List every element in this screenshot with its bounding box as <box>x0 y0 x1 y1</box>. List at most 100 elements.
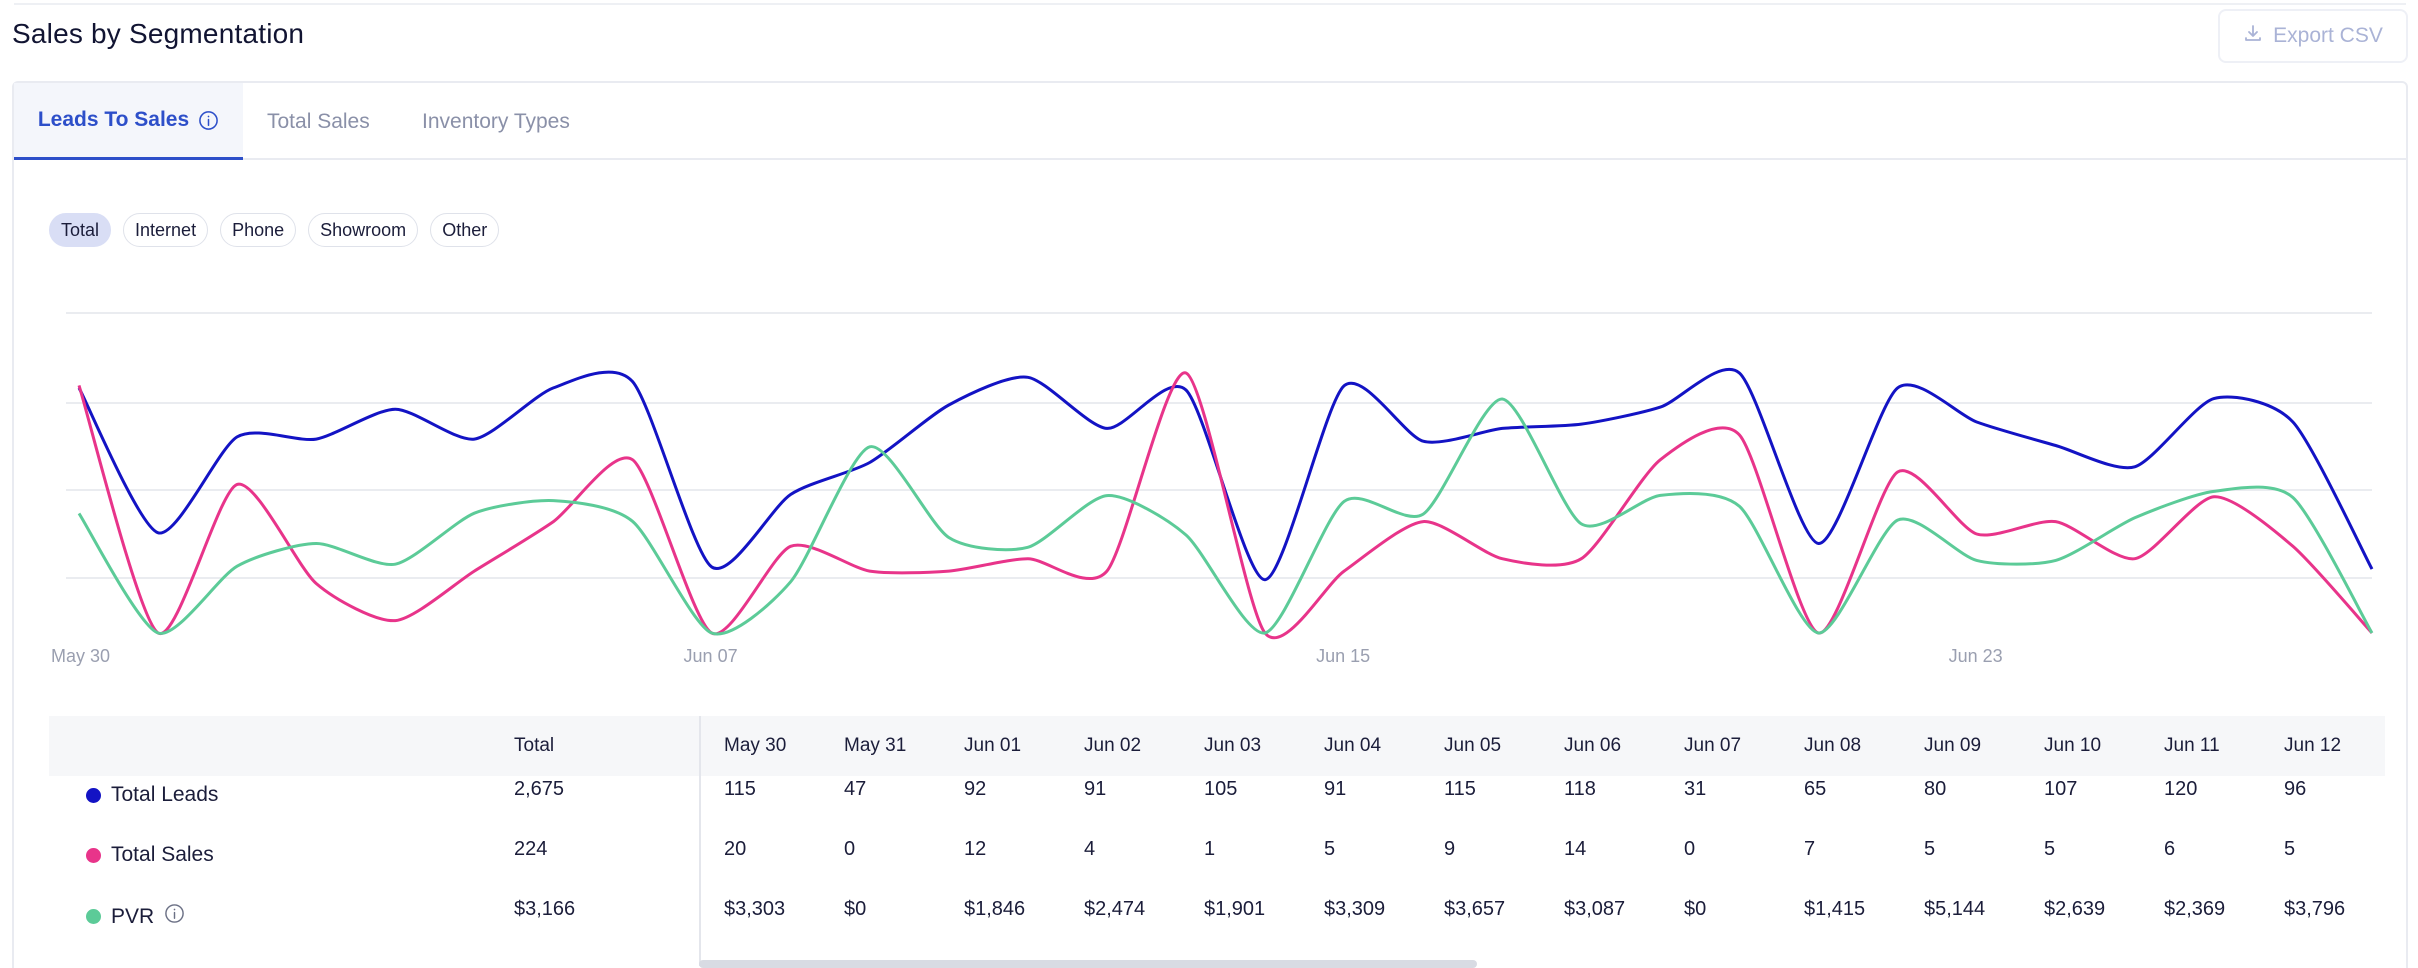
table-cell: $3,087 <box>1564 898 1626 920</box>
table-cell: 4 <box>1084 838 1096 860</box>
row-label-text: Total Leads <box>111 783 219 806</box>
table-cell: $2,639 <box>2044 898 2106 920</box>
table-cell: 1 <box>1204 838 1216 860</box>
top-divider <box>14 0 2406 5</box>
segmentation-card: Leads To Sales Total Sales Inventory Typ… <box>12 81 2408 968</box>
page-title: Sales by Segmentation <box>12 18 305 49</box>
table-cell: 0 <box>844 838 856 860</box>
table-cell: $2,369 <box>2164 898 2226 920</box>
tab-leads-to-sales[interactable]: Leads To Sales <box>14 83 243 160</box>
table-cell: $1,415 <box>1804 898 1866 920</box>
x-tick-label: May 30 <box>51 646 110 666</box>
chip-internet[interactable]: Internet <box>123 213 209 247</box>
table-cell: 91 <box>1084 778 1107 800</box>
table-cell: $0 <box>1684 898 1707 920</box>
series-line-total-leads[interactable] <box>77 367 2374 582</box>
tab-label: Total Sales <box>267 109 370 133</box>
table-cell: $3,166 <box>514 898 576 920</box>
table-cell: 0 <box>1684 838 1696 860</box>
table-column-header: Jun 03 <box>1204 735 1262 756</box>
info-icon[interactable] <box>164 903 185 930</box>
table-column-header: Total <box>514 735 555 756</box>
table-cell: $3,303 <box>724 898 786 920</box>
series-line-pvr[interactable] <box>77 397 2374 636</box>
tab-label: Inventory Types <box>422 109 570 133</box>
table-column-header: Jun 08 <box>1804 735 1862 756</box>
tab-total-sales[interactable]: Total Sales <box>267 83 370 160</box>
table-cell: 80 <box>1924 778 1947 800</box>
tab-label: Leads To Sales <box>37 108 190 131</box>
x-tick-label: Jun 07 <box>684 646 738 666</box>
export-csv-label: Export CSV <box>2273 24 2383 47</box>
tab-inventory-types[interactable]: Inventory Types <box>422 83 570 160</box>
table-cell: 6 <box>2164 838 2176 860</box>
table-cell: $3,657 <box>1444 898 1506 920</box>
table-cell: 5 <box>2284 838 2296 860</box>
table-column-header: Jun 09 <box>1924 735 1982 756</box>
table-cell: 2,675 <box>514 778 565 800</box>
table-cell: 12 <box>964 838 987 860</box>
legend-dot <box>86 787 101 803</box>
table-column-header: Jun 12 <box>2284 735 2342 756</box>
leads-sales-line-chart: May 30 Jun 07 Jun 15 Jun 23 <box>51 312 2374 666</box>
table-cell: 14 <box>1564 838 1587 860</box>
table-cell: $1,901 <box>1204 898 1266 920</box>
x-tick-label: Jun 15 <box>1316 646 1370 666</box>
table-cell: 5 <box>1924 838 1936 860</box>
table-cell: 65 <box>1804 778 1827 800</box>
table-column-header: Jun 06 <box>1564 735 1622 756</box>
table-cell: 5 <box>1324 838 1336 860</box>
table-column-header: Jun 02 <box>1084 735 1142 756</box>
table-cell: 120 <box>2164 778 2198 800</box>
table-column-header: May 31 <box>844 735 907 756</box>
row-label-total-sales: Total Sales <box>86 843 214 867</box>
table-column-header: Jun 11 <box>2164 735 2220 756</box>
table-cell: 91 <box>1324 778 1347 800</box>
table-cell: $5,144 <box>1924 898 1986 920</box>
table-column-header: Jun 01 <box>964 735 1022 756</box>
table-cell: 224 <box>514 838 548 860</box>
row-label-pvr: PVR <box>86 903 185 930</box>
table-column-header: Jun 10 <box>2044 735 2102 756</box>
chip-phone[interactable]: Phone <box>220 213 297 247</box>
table-column-header: Jun 07 <box>1684 735 1742 756</box>
x-tick-label: Jun 23 <box>1949 646 2003 666</box>
chip-showroom[interactable]: Showroom <box>308 213 419 247</box>
export-csv-button[interactable]: Export CSV <box>2218 9 2408 63</box>
table-header-row <box>49 716 2385 776</box>
table-column-header: Jun 05 <box>1444 735 1502 756</box>
table-column-header: Jun 04 <box>1324 735 1382 756</box>
table-horizontal-scrollbar[interactable] <box>699 960 1477 968</box>
table-cell: 118 <box>1564 778 1596 800</box>
table-cell: 96 <box>2284 778 2307 800</box>
table-cell: 20 <box>724 838 747 860</box>
legend-dot <box>86 909 101 924</box>
tab-bar: Leads To Sales Total Sales Inventory Typ… <box>14 83 2406 160</box>
info-icon[interactable] <box>198 110 219 131</box>
legend-dot <box>86 847 101 863</box>
table-cell: 107 <box>2044 778 2078 800</box>
table-cell: 115 <box>1444 778 1476 800</box>
table-column-header: May 30 <box>724 735 787 756</box>
table-cell: $1,846 <box>964 898 1026 920</box>
table-cell: 92 <box>964 778 987 800</box>
chip-total[interactable]: Total <box>49 213 112 247</box>
table-cell: 5 <box>2044 838 2056 860</box>
table-cell: 7 <box>1804 838 1816 860</box>
row-label-text: Total Sales <box>111 843 214 866</box>
series-line-total-sales[interactable] <box>77 371 2374 640</box>
table-cell: $3,796 <box>2284 898 2346 920</box>
table-cell: $2,474 <box>1084 898 1146 920</box>
download-icon <box>2243 23 2263 49</box>
row-label-text: PVR <box>111 904 155 928</box>
channel-filter: Total Internet Phone Showroom Other <box>49 213 500 247</box>
table-column-divider <box>699 716 701 966</box>
row-label-total-leads: Total Leads <box>86 783 218 807</box>
chip-other[interactable]: Other <box>430 213 500 247</box>
table-cell: 9 <box>1444 838 1456 860</box>
table-cell: 115 <box>724 778 756 800</box>
table-cell: 47 <box>844 778 867 800</box>
table-cell: 31 <box>1684 778 1707 800</box>
table-cell: $3,309 <box>1324 898 1386 920</box>
table-cell: 105 <box>1204 778 1238 800</box>
